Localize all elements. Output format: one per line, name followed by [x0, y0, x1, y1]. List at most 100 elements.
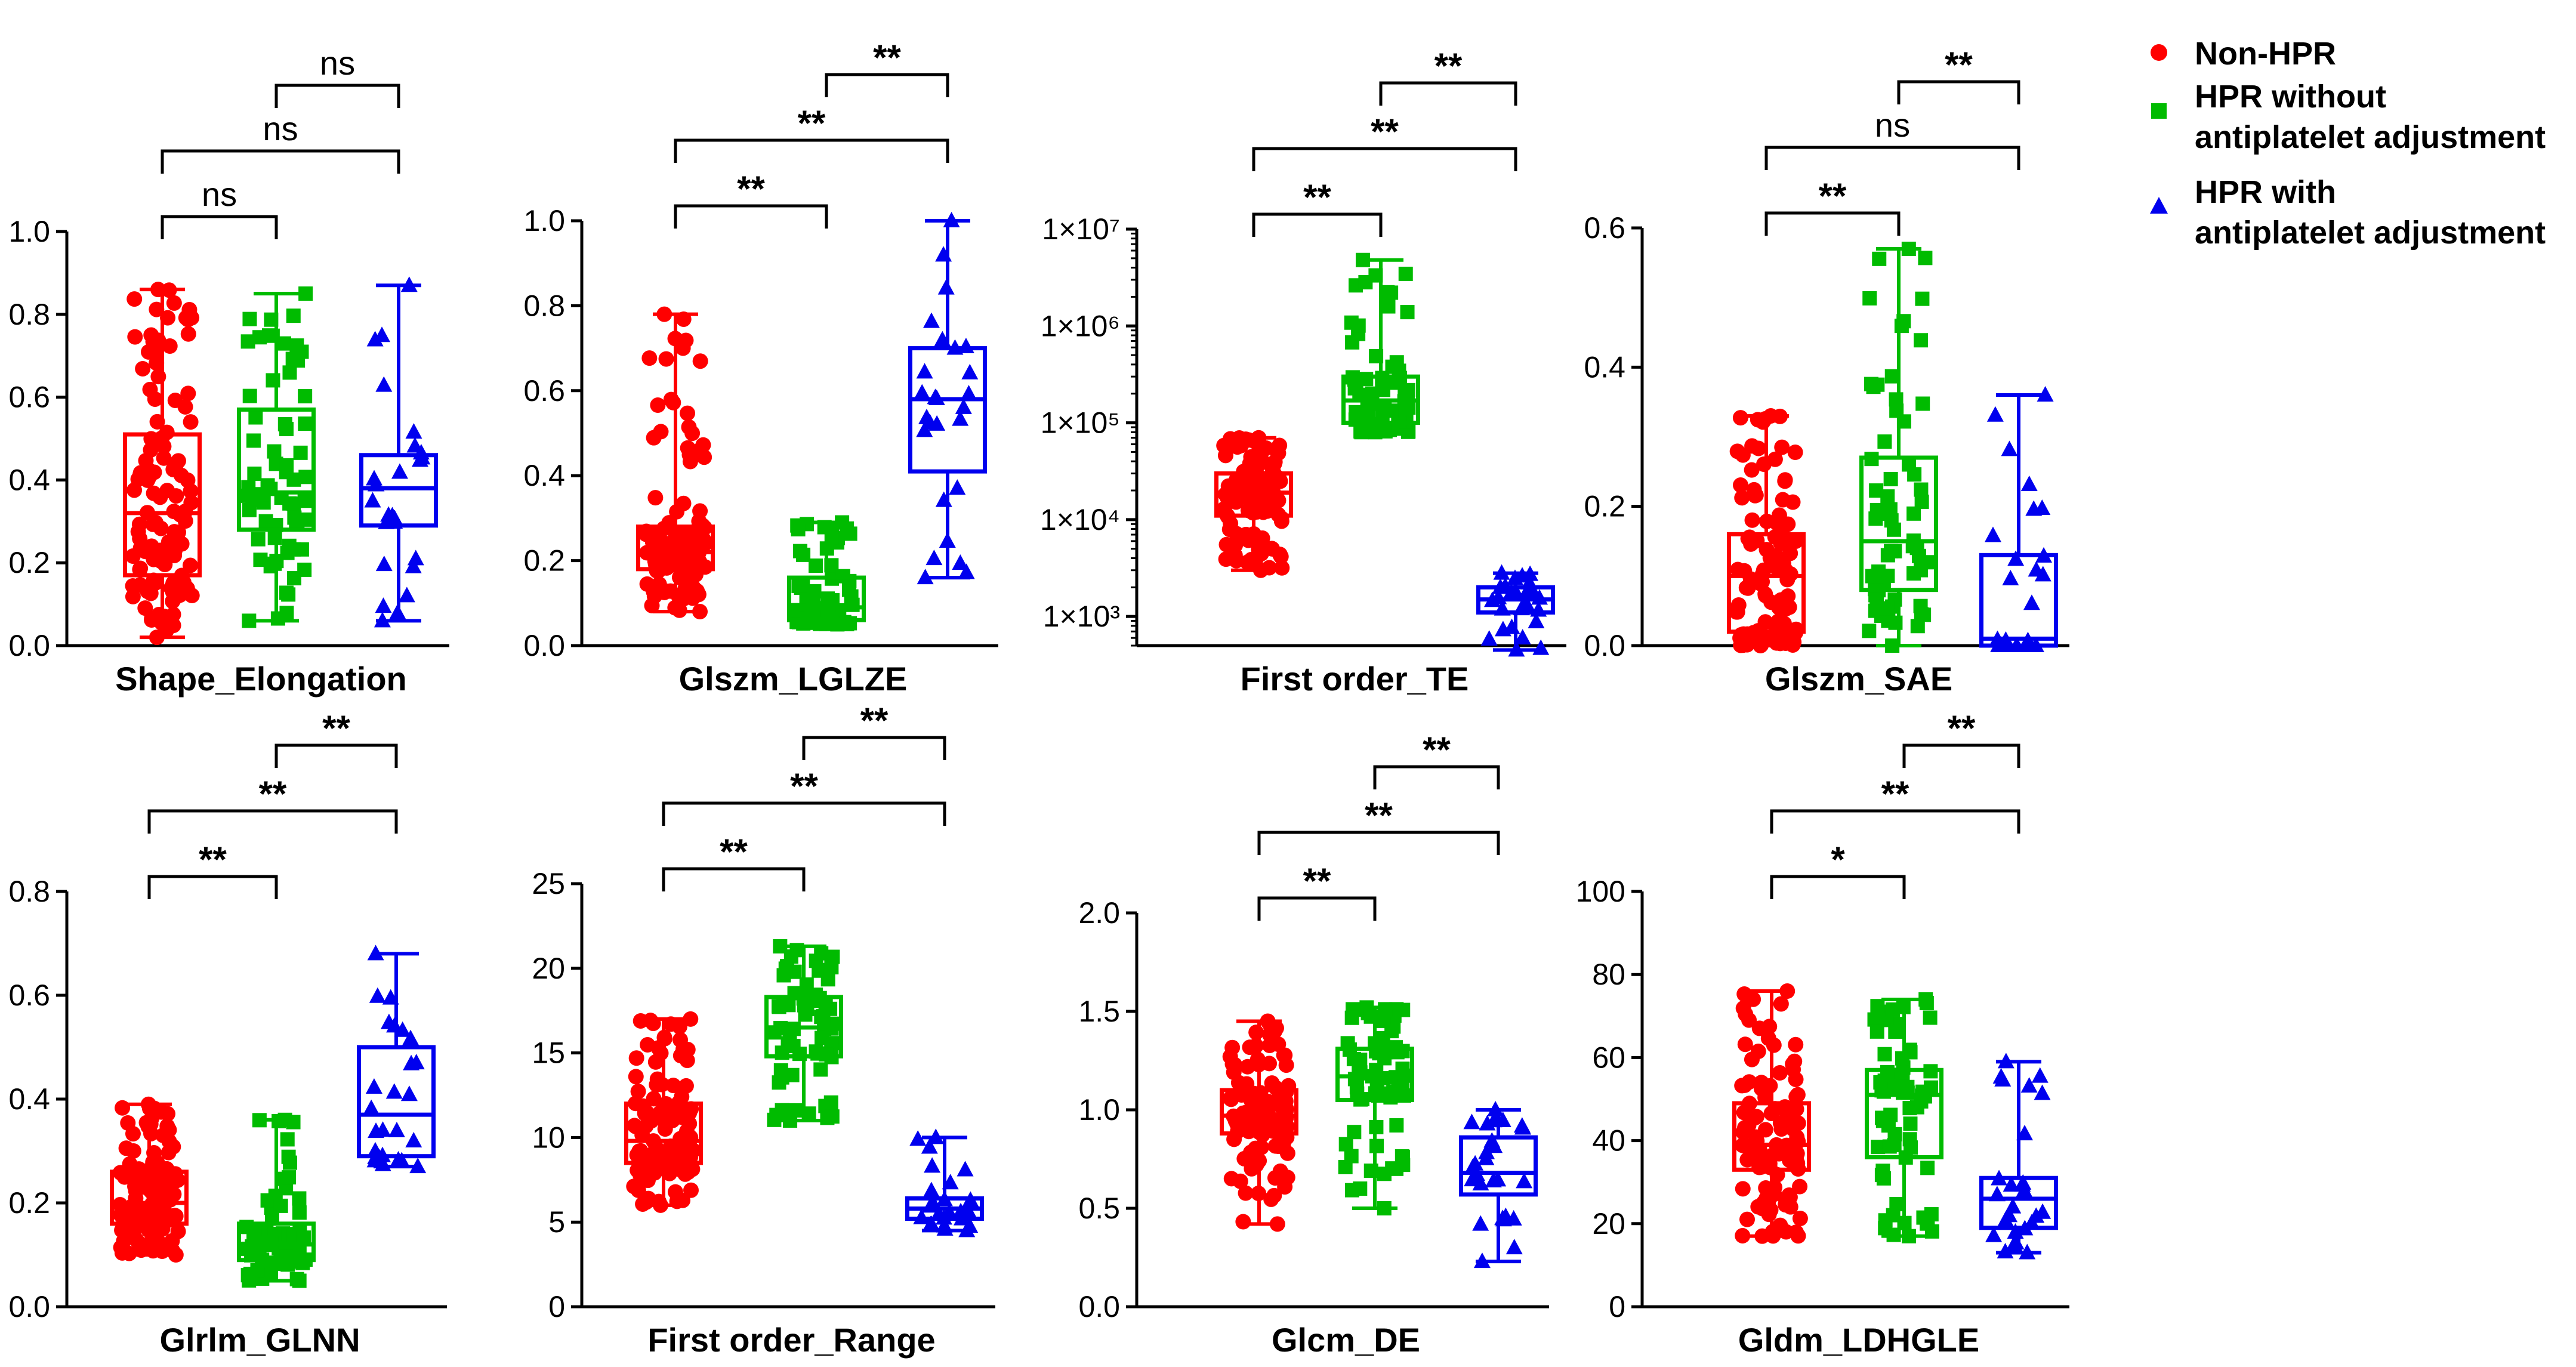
data-point — [678, 332, 694, 348]
box-iqr — [1979, 553, 2058, 648]
data-point — [1224, 1056, 1241, 1072]
data-point — [792, 578, 807, 593]
data-point — [166, 295, 182, 311]
data-point — [183, 414, 199, 430]
legend-marker — [2151, 44, 2167, 61]
data-point — [375, 556, 393, 572]
data-point — [1479, 1115, 1496, 1131]
significance-label: ** — [1881, 774, 1909, 814]
significance-bracket — [274, 84, 400, 108]
significance-bracket — [1252, 212, 1383, 237]
significance-bracket — [161, 215, 278, 239]
data-point — [916, 363, 933, 379]
data-point — [1915, 291, 1930, 306]
data-point — [1732, 410, 1748, 426]
data-point — [127, 482, 143, 498]
data-point — [282, 496, 297, 511]
data-point — [1915, 396, 1930, 411]
significance-bracket — [674, 204, 828, 229]
y-tick-label: 1×10⁴ — [1040, 503, 1120, 536]
data-point — [1788, 1089, 1804, 1105]
data-point — [1261, 1056, 1278, 1072]
y-tick-label: 10 — [532, 1121, 565, 1154]
data-point — [643, 1113, 659, 1129]
data-point — [374, 1121, 391, 1137]
data-point — [820, 591, 835, 606]
box-iqr — [1220, 1088, 1298, 1136]
data-point — [817, 962, 832, 977]
legend: Non-HPR HPR without antiplatelet adjustmen… — [2150, 36, 2546, 251]
data-point — [655, 535, 671, 551]
panel-2: 1×10³ 1×10⁴ 1×10⁵ 1×10⁶ 1×10⁷ First order_TE *… — [1040, 46, 1566, 698]
data-point — [1790, 1228, 1806, 1244]
significance-label: * — [1831, 840, 1845, 880]
group-2 — [908, 212, 987, 585]
significance-bracket — [1770, 875, 1906, 899]
data-point — [1248, 1025, 1264, 1041]
data-point — [2028, 1207, 2045, 1223]
data-point — [645, 525, 661, 541]
data-point — [1763, 1105, 1779, 1121]
data-point — [696, 449, 712, 465]
data-point — [783, 949, 798, 964]
significance-label: ** — [1819, 176, 1847, 216]
significance-label: ** — [199, 840, 227, 880]
data-point — [1883, 472, 1898, 487]
data-point — [1883, 502, 1898, 517]
data-point — [928, 415, 946, 431]
data-point — [142, 381, 158, 397]
box-iqr — [624, 1101, 703, 1165]
data-point — [1223, 1091, 1239, 1107]
data-point — [949, 479, 966, 495]
data-point — [1753, 1075, 1769, 1091]
data-point — [952, 554, 969, 570]
data-point — [958, 563, 975, 579]
data-point — [280, 1132, 295, 1147]
group-0 — [1220, 1013, 1298, 1232]
data-point — [1920, 1161, 1935, 1175]
data-point — [1744, 512, 1760, 528]
data-point — [1400, 305, 1415, 320]
group-1 — [787, 515, 866, 632]
panel-title: Glszm_SAE — [1765, 660, 1952, 698]
group-0 — [1727, 408, 1806, 653]
data-point — [1347, 1125, 1362, 1140]
box-iqr — [1459, 1135, 1538, 1197]
data-point — [1739, 1211, 1756, 1227]
data-point — [1235, 1214, 1251, 1230]
y-tick-label: 0.2 — [8, 1186, 50, 1220]
significance-bracket — [662, 867, 806, 891]
significance-label: ** — [1945, 45, 1973, 85]
y-tick-label: 25 — [532, 867, 565, 900]
data-point — [630, 1084, 646, 1100]
data-point — [820, 1110, 835, 1125]
data-point — [1733, 477, 1749, 493]
y-tick-label: 0.6 — [523, 374, 565, 408]
data-point — [405, 423, 422, 439]
data-point — [247, 466, 262, 481]
data-point — [2016, 1125, 2034, 1141]
data-point — [649, 1071, 665, 1087]
box-iqr — [237, 1221, 316, 1263]
data-point — [293, 445, 308, 460]
y-tick-label: 0 — [548, 1290, 565, 1323]
data-point — [1790, 1134, 1806, 1150]
data-point — [1268, 1020, 1284, 1036]
data-point — [242, 388, 257, 403]
y-tick-label: 0.0 — [1584, 629, 1625, 662]
panel-5: 0 5 10 15 20 25 First order_Range ** ** ** — [532, 701, 995, 1359]
group-1 — [1865, 992, 1943, 1243]
data-point — [1276, 1122, 1292, 1138]
data-point — [640, 1036, 656, 1053]
y-tick-label: 1×10⁵ — [1041, 406, 1120, 440]
y-tick-label: 0.4 — [8, 1082, 50, 1116]
data-point — [664, 1107, 680, 1124]
data-point — [366, 331, 384, 347]
data-point — [957, 1161, 974, 1177]
data-point — [1761, 1156, 1778, 1172]
data-point — [1780, 1104, 1796, 1121]
data-point — [1770, 597, 1786, 613]
significance-bracket — [147, 809, 398, 834]
data-point — [147, 575, 163, 591]
data-point — [658, 351, 674, 367]
